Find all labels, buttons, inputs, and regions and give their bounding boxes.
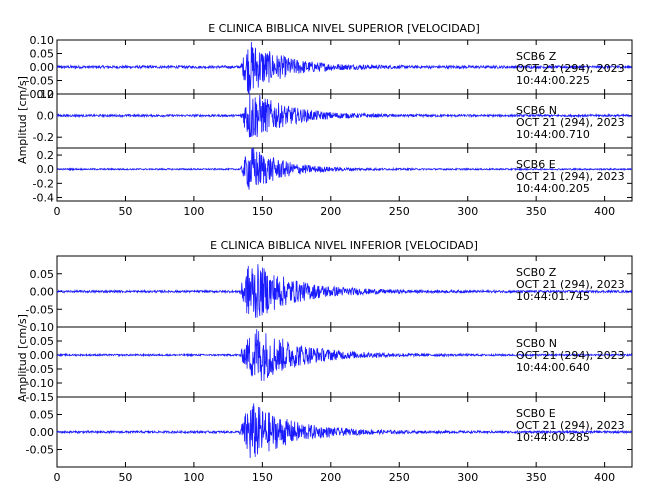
y-tick-label: -0.05 — [26, 75, 54, 88]
date-label: OCT 21 (294), 2023 — [516, 419, 625, 432]
waveform-trace-scb0-e — [56, 403, 633, 458]
waveform-trace-scb0-n — [56, 329, 633, 381]
station-label: SCB0 E — [516, 407, 556, 420]
time-label: 10:44:00.640 — [516, 361, 590, 374]
waveform-trace-scb0-z — [56, 264, 633, 318]
y-tick-label: -0.4 — [33, 191, 54, 204]
x-tick-label: 0 — [54, 471, 61, 484]
y-tick-label: 0.05 — [30, 335, 55, 348]
waveform-trace-scb6-z — [56, 41, 633, 94]
y-tick-label: 0.0 — [37, 163, 55, 176]
panel-frame — [56, 147, 633, 202]
x-tick-label: 150 — [252, 205, 273, 218]
station-label: SCB6 N — [516, 104, 557, 117]
y-tick-label: 0.10 — [30, 34, 55, 47]
x-tick-label: 250 — [389, 205, 410, 218]
y-tick-label: 0.05 — [30, 268, 55, 281]
x-tick-label: 400 — [594, 471, 615, 484]
y-tick-label: -0.2 — [33, 177, 54, 190]
date-label: OCT 21 (294), 2023 — [516, 116, 625, 129]
station-label: SCB6 E — [516, 158, 556, 171]
station-label: SCB0 N — [516, 337, 557, 350]
x-tick-label: 400 — [594, 205, 615, 218]
x-tick-label: 150 — [252, 471, 273, 484]
y-tick-label: 0.10 — [30, 321, 55, 334]
y-tick-label: -0.05 — [26, 444, 54, 457]
y-tick-label: -0.10 — [26, 88, 54, 101]
y-tick-label: -0.05 — [26, 363, 54, 376]
y-tick-label: 0.00 — [30, 286, 55, 299]
y-tick-label: 0.2 — [37, 88, 55, 101]
x-tick-label: 100 — [183, 205, 204, 218]
x-tick-label: 50 — [118, 205, 132, 218]
x-tick-label: 250 — [389, 471, 410, 484]
waveform-trace-scb6-n — [56, 93, 633, 138]
y-axis-label-inferior: Amplitud [cm/s] — [16, 314, 29, 402]
station-label: SCB6 Z — [516, 50, 557, 63]
time-label: 10:44:00.205 — [516, 182, 590, 195]
x-tick-label: 50 — [118, 471, 132, 484]
waveform-trace-scb6-e — [56, 147, 633, 190]
y-axis-label-superior: Amplitud [cm/s] — [16, 76, 29, 164]
y-tick-label: 0.2 — [37, 149, 55, 162]
y-tick-label: -0.05 — [26, 303, 54, 316]
time-label: 10:44:00.225 — [516, 74, 590, 87]
y-tick-label: 0.05 — [30, 48, 55, 61]
x-tick-label: 200 — [320, 205, 341, 218]
time-label: 10:44:00.285 — [516, 431, 590, 444]
time-label: 10:44:01.745 — [516, 290, 590, 303]
x-tick-label: 350 — [526, 205, 547, 218]
y-tick-label: -0.2 — [33, 131, 54, 144]
date-label: OCT 21 (294), 2023 — [516, 170, 625, 183]
x-tick-label: 100 — [183, 471, 204, 484]
y-tick-label: 0.00 — [30, 349, 55, 362]
y-tick-label: -0.15 — [26, 391, 54, 404]
y-tick-label: -0.10 — [26, 377, 54, 390]
date-label: OCT 21 (294), 2023 — [516, 62, 625, 75]
station-label: SCB0 Z — [516, 266, 557, 279]
date-label: OCT 21 (294), 2023 — [516, 349, 625, 362]
y-tick-label: 0.00 — [30, 426, 55, 439]
chart-title-superior: E CLINICA BIBLICA NIVEL SUPERIOR [VELOCI… — [208, 22, 480, 35]
time-label: 10:44:00.710 — [516, 128, 590, 141]
date-label: OCT 21 (294), 2023 — [516, 278, 625, 291]
y-tick-label: 0.0 — [37, 110, 55, 123]
x-tick-label: 0 — [54, 205, 61, 218]
x-tick-label: 300 — [457, 205, 478, 218]
x-tick-label: 350 — [526, 471, 547, 484]
chart-title-inferior: E CLINICA BIBLICA NIVEL INFERIOR [VELOCI… — [210, 239, 478, 252]
y-tick-label: 0.05 — [30, 409, 55, 422]
x-tick-label: 300 — [457, 471, 478, 484]
x-tick-label: 200 — [320, 471, 341, 484]
y-tick-label: 0.00 — [30, 61, 55, 74]
